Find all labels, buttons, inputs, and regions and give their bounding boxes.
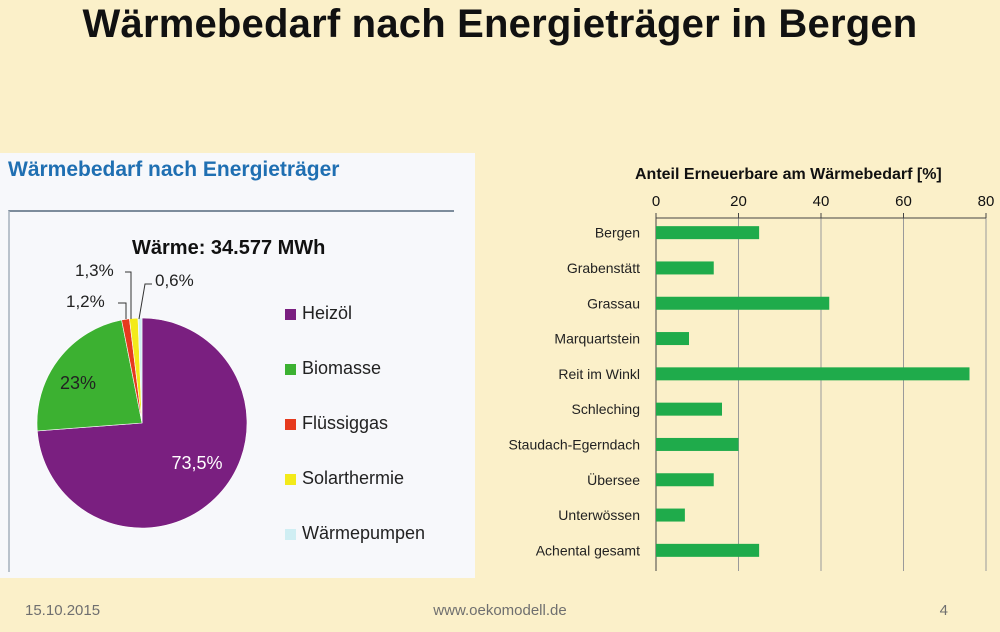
legend-label-solarthermie: Solarthermie [302,468,404,488]
category-label-uebersee: Übersee [587,471,640,488]
pie-label-biomasse: 23% [60,373,96,393]
category-label-unterwoessen: Unterwössen [558,507,640,523]
page-number: 4 [939,602,948,619]
pie-subtitle: Wärme: 34.577 MWh [132,237,325,259]
bar-reit-im-winkl [656,367,970,381]
pie-leader-line-fluessiggas [118,302,127,319]
bar-bergen [656,226,760,240]
bar-schleching [656,402,722,416]
category-label-bergen: Bergen [595,225,640,241]
pie-chart-title: Wärmebedarf nach Energieträger [8,158,340,181]
pie-label-heizoel: 73,5% [171,453,222,473]
pie-label-waermepumpen: 0,6% [155,271,194,290]
bar-unterwoessen [656,508,685,522]
legend-swatch-heizoel [285,309,296,320]
bar-chart-title: Anteil Erneuerbare am Wärmebedarf [%] [635,166,942,183]
legend-label-fluessiggas: Flüssiggas [302,413,388,433]
pie-leader-line-waermepumpen [138,283,152,320]
legend-label-waermepumpen: Wärmepumpen [302,523,425,543]
category-label-grassau: Grassau [587,295,640,311]
legend-label-heizoel: Heizöl [302,303,352,323]
tick-label-x-20: 20 [730,193,747,210]
tick-label-x-60: 60 [895,193,912,210]
category-label-staudach-egerndach: Staudach-Egerndach [508,436,640,452]
pie-label-fluessiggas: 1,2% [66,292,105,311]
pie-chart-panel: Wärmebedarf nach Energieträger Wärme: 34… [0,153,475,578]
tick-label-x-80: 80 [978,193,995,210]
legend-swatch-waermepumpen [285,529,296,540]
tick-label-x-0: 0 [652,193,660,210]
tick-label-x-40: 40 [813,193,830,210]
slide-title: Wärmebedarf nach Energieträger in Bergen [82,2,918,46]
bar-achental-gesamt [656,543,760,557]
category-label-grabenstaett: Grabenstätt [567,260,640,276]
bar-uebersee [656,473,714,487]
pie-slice-biomasse [36,319,143,432]
legend-swatch-fluessiggas [285,419,296,430]
legend-swatch-solarthermie [285,474,296,485]
pie-chart-frame [8,210,454,572]
category-label-achental-gesamt: Achental gesamt [536,542,640,558]
bar-marquartstein [656,332,689,346]
pie-label-solarthermie: 1,3% [75,261,114,280]
category-label-schleching: Schleching [572,401,641,417]
legend-label-biomasse: Biomasse [302,358,381,378]
pie-chart: Wärme: 34.577 MWh 73,5% 23% 1,2% 1,3% 0,6% Hei… [36,237,425,543]
bar-staudach-egerndach [656,437,739,451]
footer-date: 15.10.2015 [25,602,101,619]
pie-leader-line-solarthermie [125,271,132,319]
footer-url: www.oekomodell.de [433,602,567,619]
bar-grassau [656,296,830,310]
pie-slice-waermepumpen [137,317,143,424]
category-label-reit-im-winkl: Reit im Winkl [558,366,640,382]
bar-grabenstaett [656,261,714,275]
bar-chart: Anteil Erneuerbare am Wärmebedarf [%] 0 20… [508,166,995,571]
legend-swatch-biomasse [285,364,296,375]
category-label-marquartstein: Marquartstein [554,331,640,347]
